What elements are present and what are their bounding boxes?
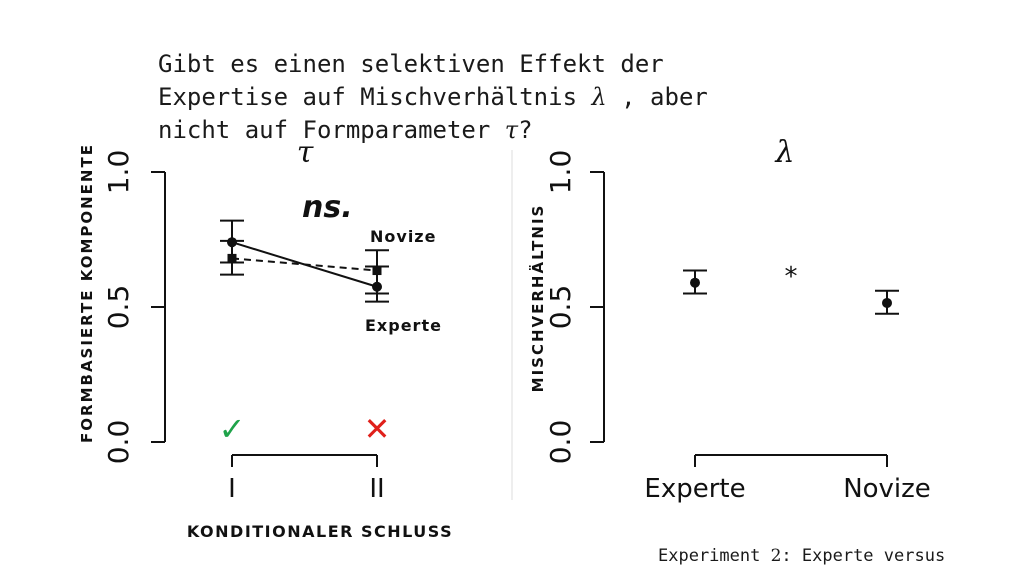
cross-icon: ✕ [364,410,391,448]
question-line-3-tail: ? [518,116,533,144]
x-tick-label: I [228,474,236,504]
check-icon: ✓ [219,410,246,448]
y-axis-label-left: FORMBASIERTE KOMPONENTE [78,143,96,443]
point-novize [882,297,892,308]
question-line-2: Expertise auf Mischverhältnis λ , aber [158,81,708,114]
y-tick-label: 0.5 [102,285,135,330]
tau-symbol: τ [504,116,519,144]
question-line-2-text: Expertise auf Mischverhältnis [158,83,592,111]
series-label-novize: Novize [370,227,436,246]
question-line-3-text: nicht auf Formparameter [158,116,505,144]
left-data-marks [220,219,389,303]
y-tick-label: 0.5 [544,285,577,330]
significance-annotation: * [785,262,798,292]
mischverhaeltnis-panel: λ MISCHVERHÄLTNIS * 0.0 0.5 1.0 Experte Nov… [528,135,931,504]
lambda-symbol: λ [591,83,607,111]
question-line-1: Gibt es einen selektiven Effekt der [158,50,664,78]
question-line-2-tail: , aber [606,83,708,111]
footer-caption: Experiment 2: Experte versus [658,546,945,566]
x-axis-right: Experte Novize [644,454,931,504]
y-tick-label: 0.0 [544,420,577,465]
x-tick-label: II [369,474,384,504]
y-tick-label: 1.0 [544,150,577,195]
right-data-marks [683,269,899,315]
lambda-panel-title: λ [774,135,794,170]
question-text: Gibt es einen selektiven Effekt der Expe… [158,48,708,147]
y-axis-label-right: MISCHVERHÄLTNIS [528,204,547,393]
point-experte [690,277,700,288]
tau-panel-title: τ [297,135,314,170]
y-tick-label: 0.0 [102,420,135,465]
question-line-3: nicht auf Formparameter τ? [158,114,708,147]
condition-marks: ✓ ✕ [219,410,391,448]
ns-annotation: ns. [302,190,353,225]
y-tick-label: 1.0 [102,150,135,195]
x-tick-label: Experte [644,474,745,504]
y-axis-left: 0.0 0.5 1.0 [102,150,166,465]
formbasierte-panel: τ FORMBASIERTE KOMPONENTE KONDITIONALER … [78,135,453,541]
x-axis-left: I II [228,454,385,504]
point-novize-1 [372,266,382,276]
series-label-experte: Experte [365,316,442,335]
footer-text-tail: : Experte versus [781,546,946,566]
footer-text: Experiment [658,546,771,566]
y-axis-right: 0.0 0.5 1.0 [544,150,605,465]
series-line-novize [231,257,378,272]
point-novize-0 [227,253,237,263]
x-axis-label-left: KONDITIONALER SCHLUSS [187,522,453,541]
footer-experiment-number: 2 [770,546,782,566]
x-tick-label: Novize [843,474,931,504]
